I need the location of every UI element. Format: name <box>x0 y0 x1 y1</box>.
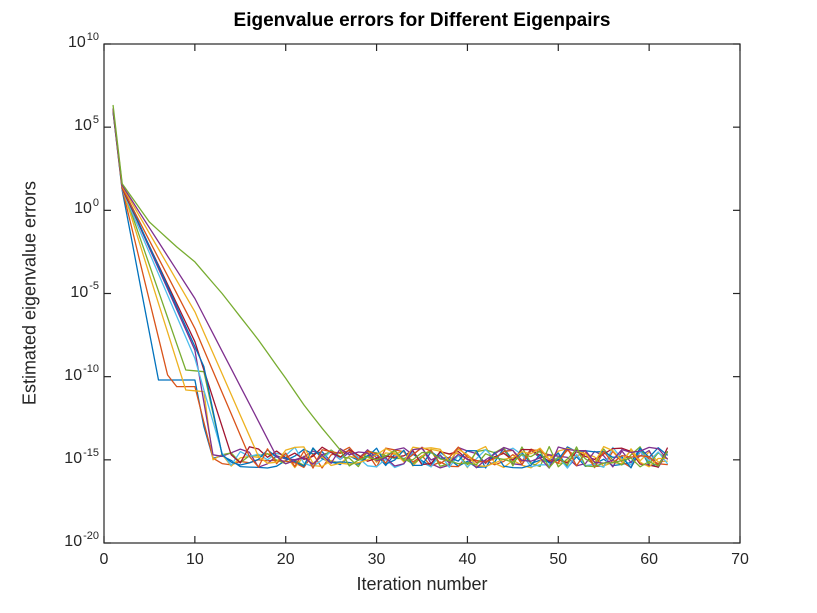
series-line-eigenpair-3 <box>112 109 668 469</box>
series-line-eigenpair-11 <box>112 108 668 469</box>
y-tick-label: 10-10 <box>64 363 99 384</box>
x-tick-label: 0 <box>99 551 109 568</box>
series-line-eigenpair-9 <box>112 109 668 469</box>
series-line-eigenpair-4 <box>112 109 668 469</box>
x-tick-label: 60 <box>640 551 659 568</box>
x-tick-label: 40 <box>458 551 477 568</box>
y-tick-label: 10-5 <box>70 280 99 301</box>
y-tick-label: 10-20 <box>64 529 99 550</box>
chart-title: Eigenvalue errors for Different Eigenpai… <box>233 10 611 31</box>
series-line-eigenpair-7 <box>112 110 668 468</box>
y-tick-label: 10-15 <box>64 446 99 467</box>
y-tick-label: 1010 <box>67 30 99 51</box>
series-line-eigenpair-8 <box>112 109 668 469</box>
y-tick-label: 100 <box>74 197 99 218</box>
x-tick-label: 10 <box>185 551 204 568</box>
series-line-eigenpair-5 <box>112 109 668 468</box>
y-tick-label: 105 <box>74 113 99 135</box>
y-axis-label: Estimated eigenvalue errors <box>19 180 40 406</box>
x-tick-label: 70 <box>731 551 749 568</box>
x-tick-label: 50 <box>549 551 568 568</box>
plot-box <box>103 43 741 544</box>
series-line-eigenpair-10 <box>112 108 668 468</box>
series-line-eigenpair-6 <box>112 111 668 469</box>
series-line-eigenpair-12 <box>112 104 668 469</box>
series-line-eigenpair-1 <box>112 111 668 469</box>
x-tick-label: 30 <box>367 551 386 568</box>
x-tick-label: 20 <box>276 551 295 568</box>
series-line-eigenpair-2 <box>112 110 668 469</box>
x-axis-label: Iteration number <box>356 574 488 594</box>
